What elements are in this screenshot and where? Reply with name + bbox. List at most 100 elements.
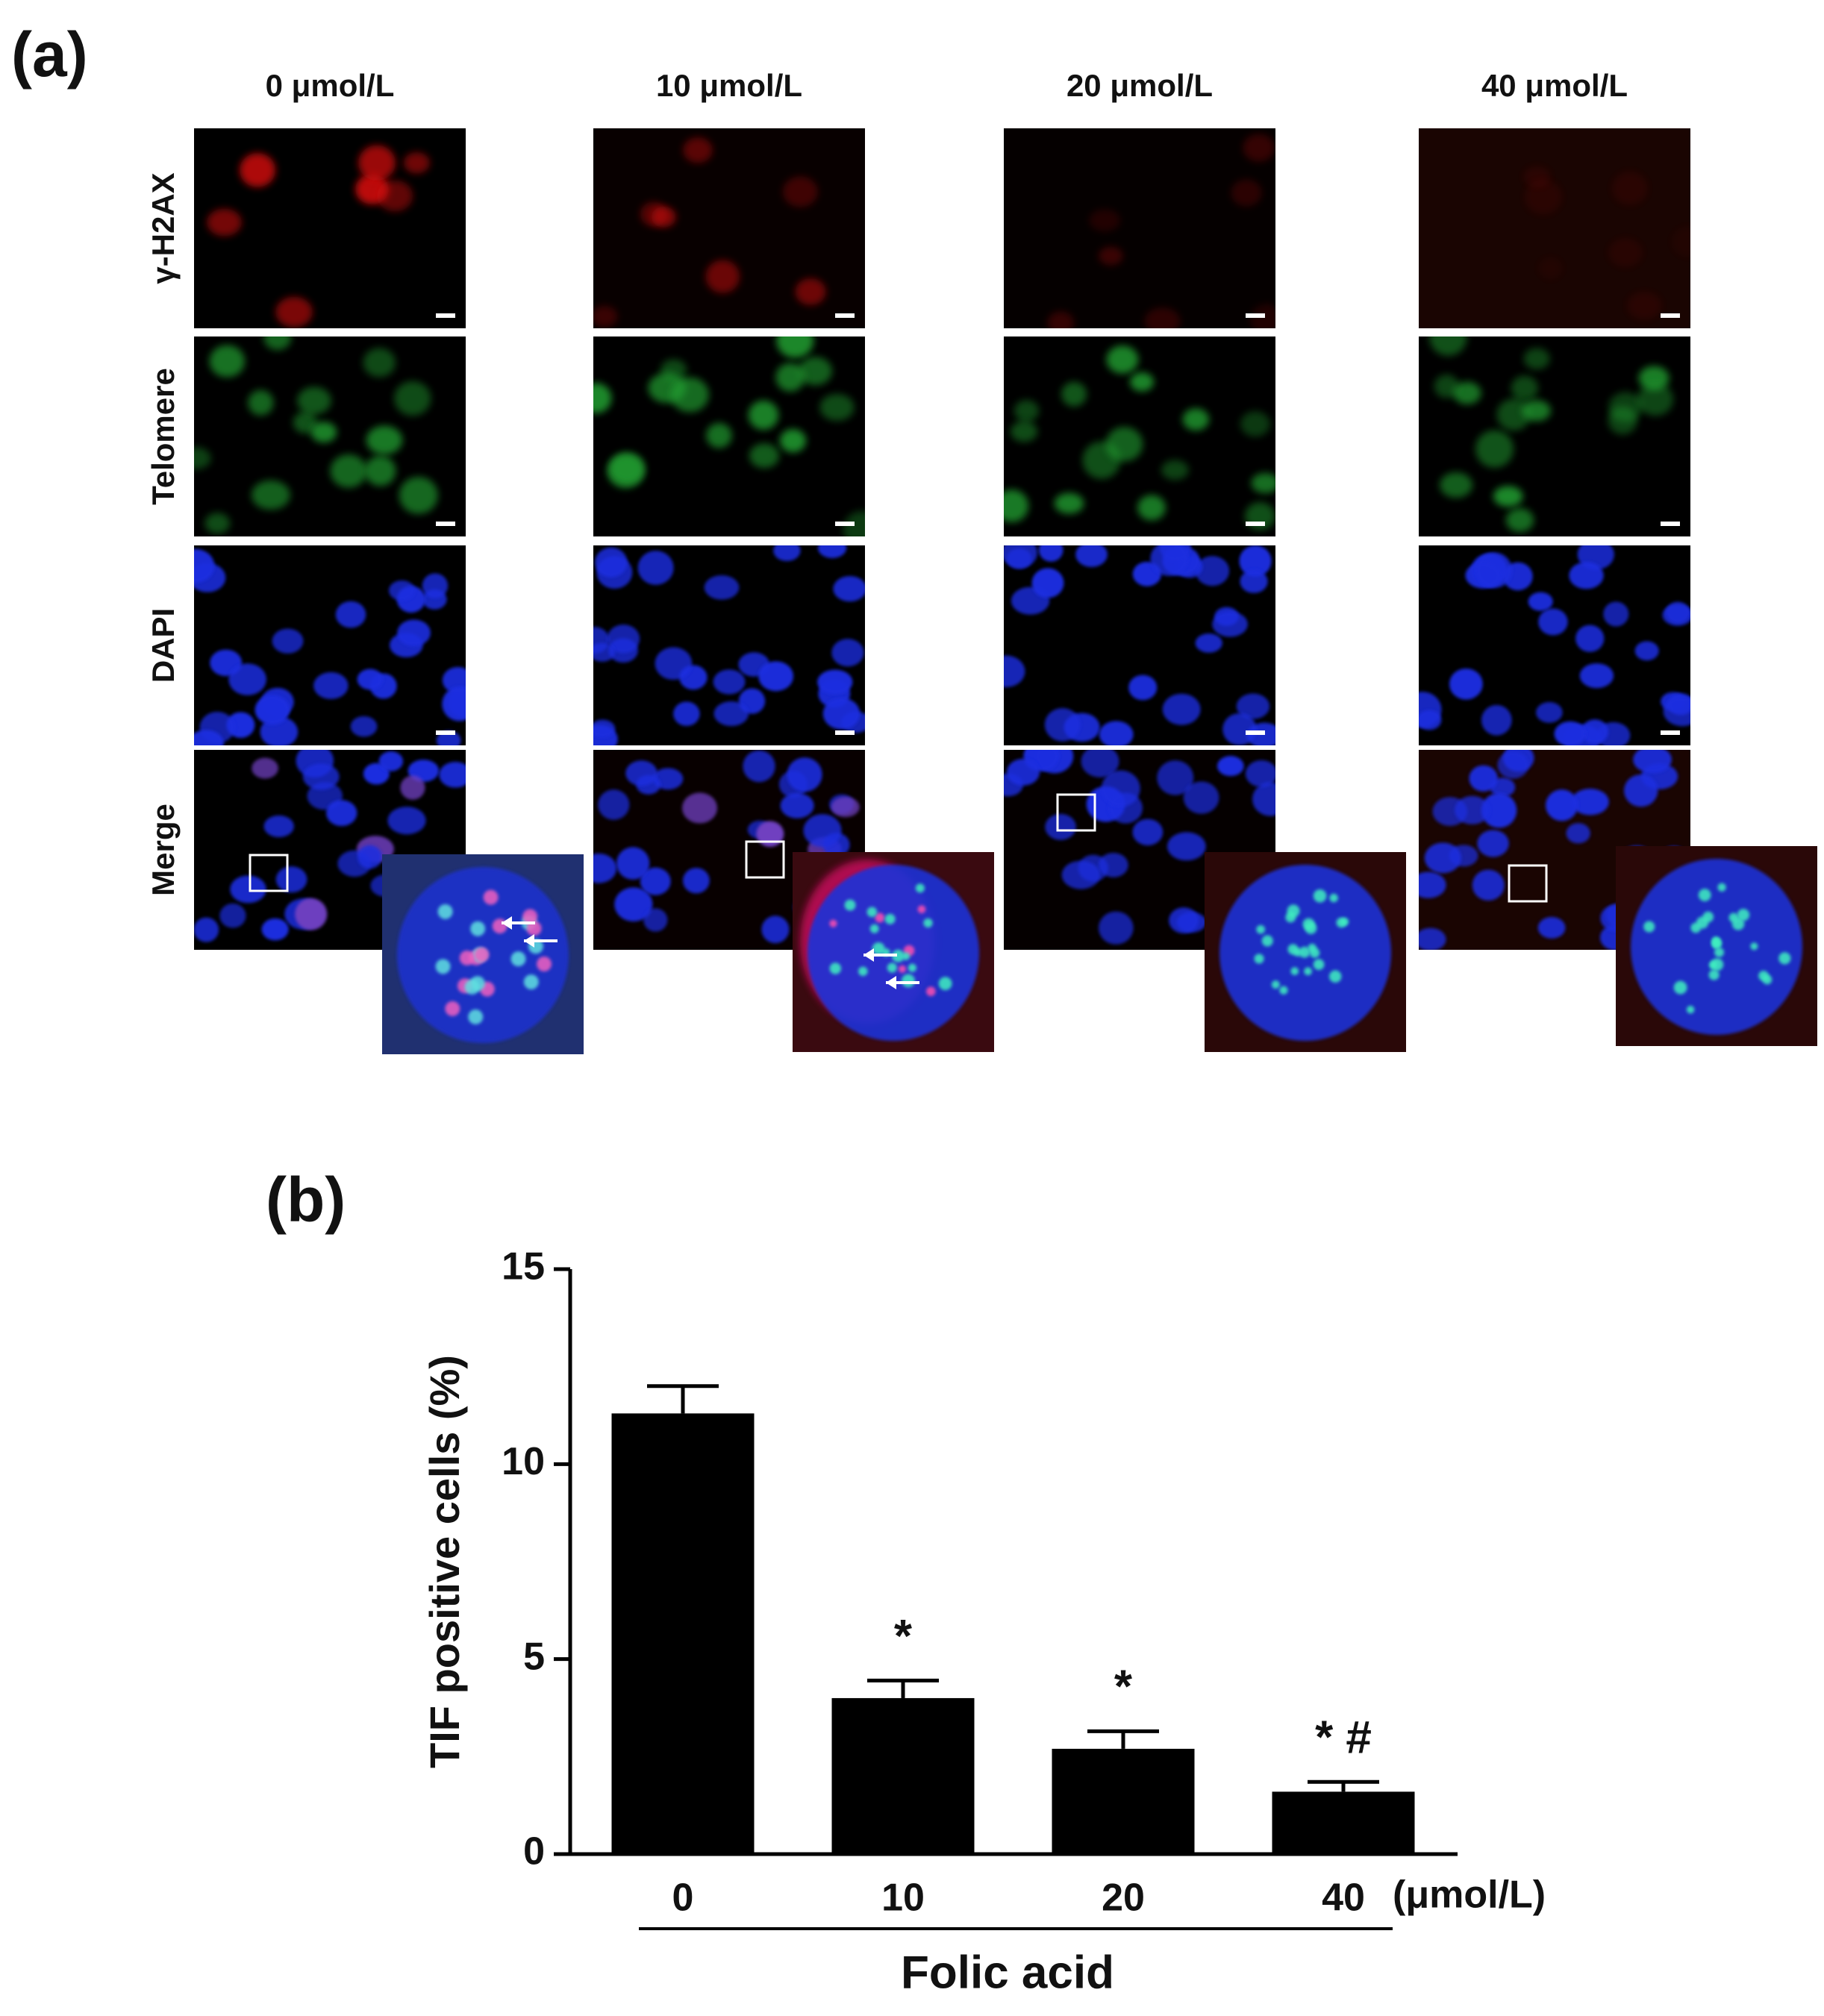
- nucleus: [275, 296, 313, 328]
- nucleus: [1452, 381, 1481, 404]
- micrograph: [1004, 128, 1275, 328]
- nucleus: [248, 389, 274, 416]
- nucleus: [364, 455, 396, 486]
- selection-box: [1056, 793, 1096, 832]
- nucleus: [748, 400, 779, 431]
- nucleus: [1061, 381, 1087, 407]
- nucleus: [1105, 427, 1143, 462]
- nucleus: [1231, 179, 1262, 207]
- nucleus: [1212, 611, 1248, 637]
- focus: [1304, 967, 1312, 976]
- selection-box: [1508, 864, 1548, 903]
- arrow-head: [524, 934, 534, 948]
- focus: [483, 889, 499, 905]
- focus: [1285, 912, 1296, 923]
- scale-bar: [1661, 522, 1680, 526]
- micrograph: [1004, 545, 1275, 745]
- scale-bar: [436, 522, 455, 526]
- scale-bar: [1246, 522, 1265, 526]
- nucleus: [775, 363, 805, 392]
- nucleus: [1251, 472, 1275, 494]
- nucleus: [1469, 765, 1498, 792]
- nucleus: [1554, 721, 1587, 745]
- focus: [923, 918, 933, 928]
- nucleus: [1633, 750, 1672, 774]
- nucleus: [1010, 421, 1038, 442]
- nucleus: [803, 814, 842, 848]
- micrograph-bg: [1419, 336, 1690, 536]
- nucleus: [713, 701, 749, 727]
- micrograph: [1419, 128, 1690, 328]
- nucleus: [1006, 758, 1040, 786]
- nucleus: [1663, 696, 1690, 727]
- column-header: 20 μmol/L: [1066, 68, 1213, 103]
- nucleus: [209, 345, 246, 378]
- nucleus: [1195, 556, 1230, 586]
- nucleus: [782, 176, 818, 207]
- nucleus: [1523, 166, 1551, 187]
- cells: [1419, 545, 1690, 745]
- cells: [593, 336, 865, 536]
- nucleus: [1611, 171, 1648, 205]
- nucleus: [625, 760, 658, 786]
- micrograph: [194, 336, 466, 536]
- nucleus: [1098, 852, 1128, 877]
- focus: [464, 979, 480, 995]
- nucleus: [1245, 760, 1275, 787]
- nucleus: [1031, 568, 1064, 598]
- nucleus: [422, 573, 449, 598]
- focus: [1686, 1005, 1695, 1014]
- micrograph: [593, 750, 865, 950]
- scale-bar: [835, 522, 855, 526]
- nucleus: [1666, 601, 1690, 623]
- nucleus: [219, 903, 246, 928]
- nucleus: [251, 480, 290, 510]
- focus: [523, 974, 539, 990]
- nucleus: [673, 701, 700, 726]
- nucleus: [1522, 400, 1551, 422]
- nucleus: [1075, 545, 1108, 567]
- micrograph: [593, 545, 865, 745]
- nucleus: [1038, 545, 1064, 562]
- nucleus: [240, 153, 275, 187]
- scale-bar: [1246, 730, 1265, 735]
- nucleus: [616, 847, 650, 880]
- nucleus: [397, 619, 431, 646]
- nucleus: [704, 575, 740, 600]
- focus: [829, 919, 837, 927]
- nucleus: [228, 663, 266, 695]
- nucleus: [614, 887, 653, 922]
- nucleus: [1538, 608, 1568, 636]
- nucleus: [1624, 774, 1658, 807]
- nucleus: [358, 145, 396, 181]
- focus: [470, 921, 486, 936]
- focus: [875, 912, 885, 923]
- nucleus: [1497, 751, 1529, 779]
- nucleus: [1137, 495, 1166, 521]
- significance-mark: * #: [1315, 1712, 1372, 1764]
- micrograph-bg: [1004, 128, 1275, 328]
- nucleus: [1195, 633, 1222, 653]
- micrograph: [194, 128, 466, 328]
- x-axis-title: Folic acid: [901, 1947, 1114, 1998]
- focus: [1293, 948, 1302, 957]
- nucleus: [1106, 345, 1139, 374]
- panel-label: (a): [11, 19, 88, 90]
- arrow-head: [886, 976, 896, 989]
- nucleus: [1608, 238, 1643, 267]
- focus: [1737, 909, 1750, 921]
- focus: [459, 950, 475, 965]
- nucleus: [252, 757, 278, 779]
- micrograph: [593, 336, 865, 536]
- focus: [884, 913, 896, 924]
- nucleus: [787, 757, 822, 792]
- focus: [1271, 980, 1280, 989]
- y-axis-title: TIF positive cells (%): [421, 1355, 468, 1768]
- nucleus: [1523, 348, 1550, 370]
- nucleus: [1101, 770, 1140, 807]
- cells: [1523, 166, 1690, 320]
- focus: [925, 986, 936, 997]
- nucleus: [1419, 871, 1446, 898]
- focus: [917, 905, 926, 914]
